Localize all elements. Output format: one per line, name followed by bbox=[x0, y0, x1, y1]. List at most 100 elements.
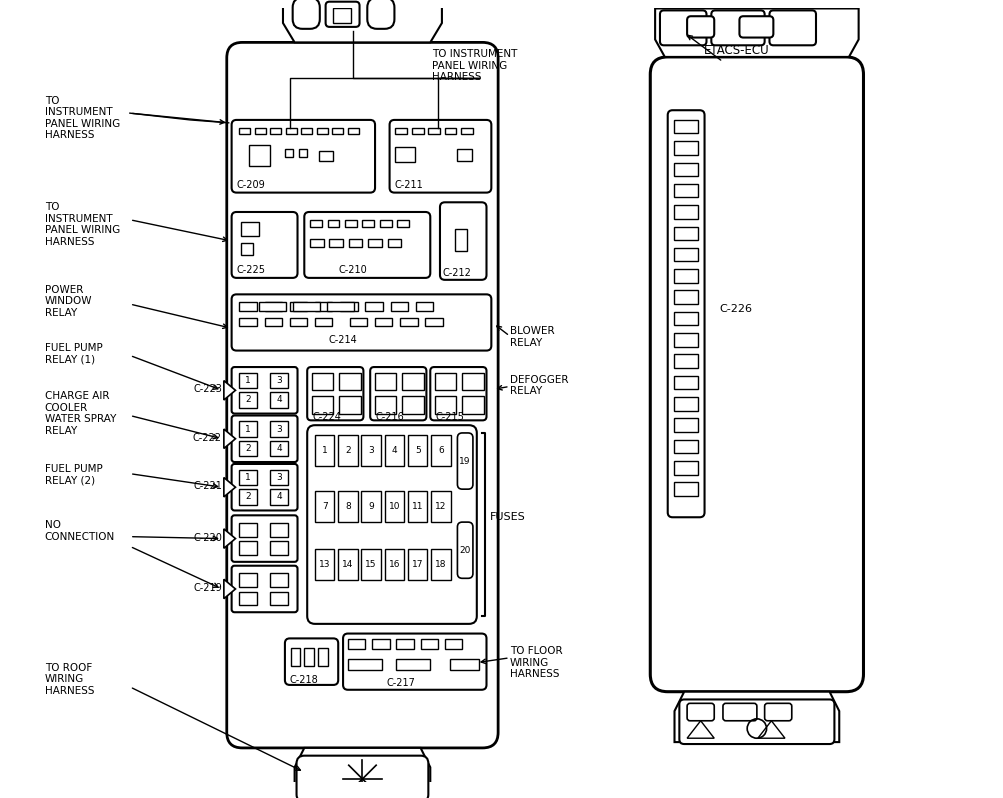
Polygon shape bbox=[224, 381, 236, 400]
Text: TO ROOF
WIRING
HARNESS: TO ROOF WIRING HARNESS bbox=[44, 662, 94, 696]
Text: CHARGE AIR
COOLER
WATER SPRAY
RELAY: CHARGE AIR COOLER WATER SPRAY RELAY bbox=[44, 391, 115, 436]
Bar bbox=[673, 333, 697, 346]
FancyBboxPatch shape bbox=[686, 703, 713, 721]
FancyBboxPatch shape bbox=[679, 700, 833, 744]
Bar bbox=[375, 396, 396, 413]
Text: FUEL PUMP
RELAY (2): FUEL PUMP RELAY (2) bbox=[44, 464, 102, 485]
Text: 15: 15 bbox=[365, 560, 376, 569]
Bar bbox=[457, 149, 471, 160]
FancyBboxPatch shape bbox=[738, 16, 772, 38]
Text: C-211: C-211 bbox=[394, 180, 422, 190]
Text: C-220: C-220 bbox=[193, 533, 222, 543]
Bar bbox=[270, 542, 288, 555]
Bar bbox=[673, 248, 697, 262]
Bar bbox=[361, 549, 380, 580]
FancyBboxPatch shape bbox=[722, 703, 756, 721]
Bar bbox=[312, 373, 333, 390]
Bar bbox=[434, 396, 456, 413]
Text: C-216: C-216 bbox=[375, 412, 403, 421]
Bar bbox=[673, 461, 697, 475]
Text: 1: 1 bbox=[245, 425, 251, 433]
Bar bbox=[431, 435, 450, 466]
Text: 1: 1 bbox=[245, 376, 251, 385]
Bar bbox=[239, 592, 257, 606]
Text: 2: 2 bbox=[245, 396, 251, 405]
Bar bbox=[396, 659, 430, 670]
FancyBboxPatch shape bbox=[296, 756, 428, 798]
Bar bbox=[390, 302, 407, 311]
Polygon shape bbox=[655, 9, 858, 57]
Bar bbox=[270, 592, 288, 606]
Bar bbox=[239, 523, 257, 536]
Bar bbox=[239, 440, 257, 456]
Bar bbox=[338, 491, 357, 522]
Bar bbox=[290, 318, 307, 326]
Text: C-214: C-214 bbox=[328, 335, 357, 345]
Bar bbox=[402, 396, 423, 413]
Bar bbox=[270, 440, 288, 456]
Bar bbox=[270, 470, 288, 485]
Bar bbox=[239, 302, 257, 311]
Text: C-217: C-217 bbox=[386, 678, 415, 688]
Bar bbox=[673, 418, 697, 432]
Bar bbox=[361, 491, 380, 522]
Text: 8: 8 bbox=[345, 502, 350, 511]
FancyBboxPatch shape bbox=[710, 10, 764, 45]
Text: TO INSTRUMENT
PANEL WIRING
HARNESS: TO INSTRUMENT PANEL WIRING HARNESS bbox=[432, 49, 518, 82]
Bar bbox=[425, 318, 442, 326]
Bar bbox=[310, 219, 321, 227]
Bar bbox=[400, 318, 417, 326]
Polygon shape bbox=[757, 721, 784, 738]
Bar bbox=[310, 239, 323, 247]
Polygon shape bbox=[674, 692, 839, 742]
Bar bbox=[368, 239, 381, 247]
FancyBboxPatch shape bbox=[457, 522, 472, 579]
Bar bbox=[333, 9, 350, 23]
Bar bbox=[673, 290, 697, 304]
Bar bbox=[339, 396, 360, 413]
Bar bbox=[444, 128, 456, 134]
Polygon shape bbox=[224, 477, 236, 497]
Bar bbox=[270, 373, 288, 389]
Bar bbox=[239, 421, 257, 437]
Bar bbox=[332, 128, 343, 134]
Bar bbox=[361, 435, 380, 466]
Bar bbox=[673, 269, 697, 282]
Bar bbox=[265, 318, 282, 326]
Bar bbox=[345, 219, 356, 227]
Bar bbox=[270, 489, 288, 504]
Text: ETACS-ECU: ETACS-ECU bbox=[703, 45, 768, 57]
Text: C-218: C-218 bbox=[290, 675, 318, 685]
Bar bbox=[259, 302, 286, 311]
Bar bbox=[270, 128, 281, 134]
Bar bbox=[415, 302, 432, 311]
Text: 3: 3 bbox=[368, 446, 374, 455]
Bar bbox=[239, 393, 257, 408]
Bar bbox=[239, 489, 257, 504]
Bar bbox=[365, 302, 382, 311]
Bar bbox=[301, 128, 312, 134]
Bar bbox=[315, 549, 334, 580]
Bar bbox=[402, 373, 423, 390]
Bar bbox=[315, 318, 332, 326]
Text: C-223: C-223 bbox=[193, 385, 222, 394]
Polygon shape bbox=[224, 429, 236, 448]
Bar bbox=[315, 491, 334, 522]
Bar bbox=[384, 549, 404, 580]
FancyBboxPatch shape bbox=[232, 516, 297, 562]
Text: NO
CONNECTION: NO CONNECTION bbox=[44, 520, 114, 542]
Text: 1: 1 bbox=[321, 446, 327, 455]
Text: 4: 4 bbox=[391, 446, 397, 455]
Bar bbox=[396, 639, 413, 649]
Text: 4: 4 bbox=[276, 444, 282, 453]
Bar bbox=[375, 373, 396, 390]
Bar bbox=[407, 435, 427, 466]
Bar bbox=[241, 243, 253, 255]
FancyBboxPatch shape bbox=[304, 212, 430, 278]
Text: 16: 16 bbox=[388, 560, 400, 569]
Bar bbox=[265, 302, 282, 311]
Text: 20: 20 bbox=[459, 546, 470, 555]
Text: 2: 2 bbox=[245, 492, 251, 501]
Bar bbox=[387, 239, 401, 247]
Text: POWER
WINDOW
RELAY: POWER WINDOW RELAY bbox=[44, 285, 92, 318]
